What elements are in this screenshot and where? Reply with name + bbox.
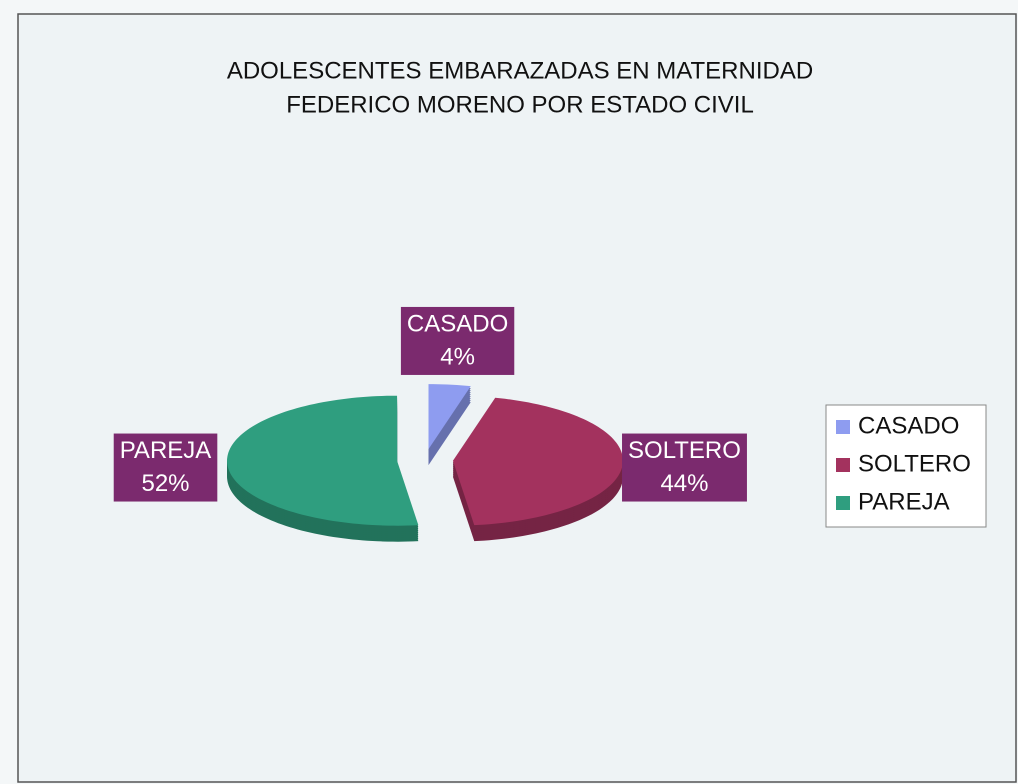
chart-title: FEDERICO MORENO POR ESTADO CIVIL: [286, 91, 754, 118]
legend-swatch: [836, 420, 850, 434]
legend-label: CASADO: [858, 412, 959, 439]
data-label-value: 52%: [141, 470, 189, 497]
legend-label: SOLTERO: [858, 450, 971, 477]
legend-swatch: [836, 458, 850, 472]
data-label-name: PAREJA: [120, 437, 212, 464]
data-label-box: [622, 433, 747, 502]
slice: [227, 395, 419, 526]
data-label-box: [400, 306, 515, 375]
legend: [825, 404, 987, 528]
chart-title: ADOLESCENTES EMBARAZADAS EN MATERNIDAD: [227, 57, 813, 84]
data-label-value: 4%: [440, 343, 475, 370]
data-label-name: SOLTERO: [628, 437, 741, 464]
legend-swatch: [836, 496, 850, 510]
slice: [452, 397, 623, 526]
data-label-box: [113, 433, 218, 502]
data-label-value: 44%: [660, 470, 708, 497]
data-label: PAREJA 52%: [113, 433, 218, 502]
slice: [428, 384, 471, 450]
data-label: CASADO 4%: [400, 306, 515, 375]
data-label-name: CASADO: [407, 310, 508, 337]
data-label: SOLTERO 44%: [622, 433, 747, 502]
chart-frame: [17, 13, 1017, 783]
legend-label: PAREJA: [858, 488, 950, 515]
